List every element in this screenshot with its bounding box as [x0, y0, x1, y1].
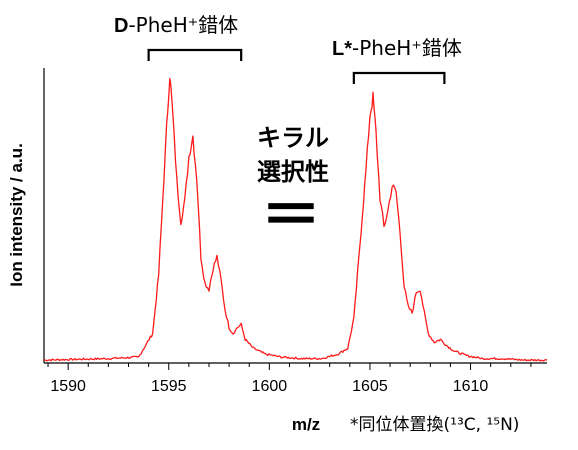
l-group-label: L*-PheH⁺錯体	[332, 36, 462, 60]
d-group-label: D-PheH⁺錯体	[114, 13, 238, 37]
x-tick-label: 1605	[352, 378, 388, 395]
x-ticks: 1590 1595 1600 1605 1610	[47, 363, 532, 395]
isotope-footnote: *同位体置換(¹³C, ¹⁵N)	[350, 415, 519, 435]
d-group-label-bold: D	[114, 15, 128, 37]
spectrum-line	[43, 77, 548, 362]
chiral-line-1: キラル	[257, 124, 329, 152]
l-group-label-bold: L*	[332, 38, 352, 60]
x-tick-label: 1610	[453, 378, 489, 395]
x-tick-label: 1595	[151, 378, 187, 395]
d-group-bracket	[147, 48, 243, 61]
d-group-label-text: -PheH⁺錯体	[128, 13, 238, 37]
x-tick-label: 1590	[50, 378, 86, 395]
y-axis-label: Ion intensity / a.u.	[7, 143, 26, 287]
l-group-bracket	[352, 71, 446, 84]
l-group-label-text: -PheH⁺錯体	[352, 36, 462, 60]
equal-sign: ＝	[261, 181, 321, 251]
x-axis-label: m/z	[292, 415, 320, 434]
x-tick-label: 1600	[252, 378, 288, 395]
chiral-line-2: 選択性	[257, 158, 329, 186]
